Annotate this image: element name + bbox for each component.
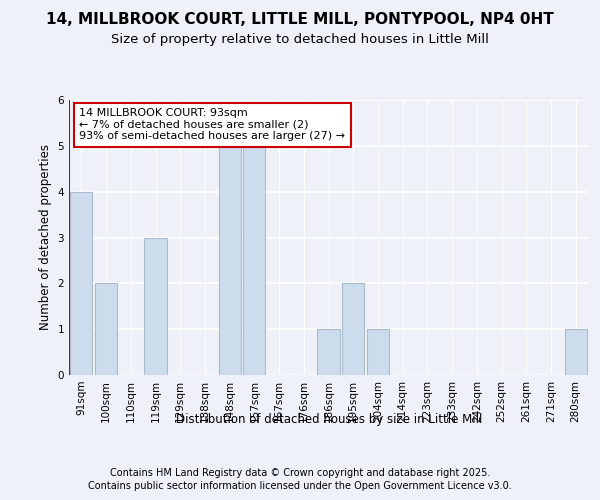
Text: Contains HM Land Registry data © Crown copyright and database right 2025.: Contains HM Land Registry data © Crown c… <box>110 468 490 477</box>
Bar <box>145 238 167 375</box>
Text: 14, MILLBROOK COURT, LITTLE MILL, PONTYPOOL, NP4 0HT: 14, MILLBROOK COURT, LITTLE MILL, PONTYP… <box>46 12 554 28</box>
Bar <box>95 284 117 375</box>
Bar <box>317 329 340 375</box>
Bar <box>342 284 364 375</box>
Text: Distribution of detached houses by size in Little Mill: Distribution of detached houses by size … <box>176 412 482 426</box>
Text: Contains public sector information licensed under the Open Government Licence v3: Contains public sector information licen… <box>88 481 512 491</box>
Bar <box>367 329 389 375</box>
Bar <box>565 329 587 375</box>
Text: 14 MILLBROOK COURT: 93sqm
← 7% of detached houses are smaller (2)
93% of semi-de: 14 MILLBROOK COURT: 93sqm ← 7% of detach… <box>79 108 346 142</box>
Bar <box>218 146 241 375</box>
Bar <box>243 146 265 375</box>
Bar <box>70 192 92 375</box>
Text: Size of property relative to detached houses in Little Mill: Size of property relative to detached ho… <box>111 32 489 46</box>
Y-axis label: Number of detached properties: Number of detached properties <box>39 144 52 330</box>
